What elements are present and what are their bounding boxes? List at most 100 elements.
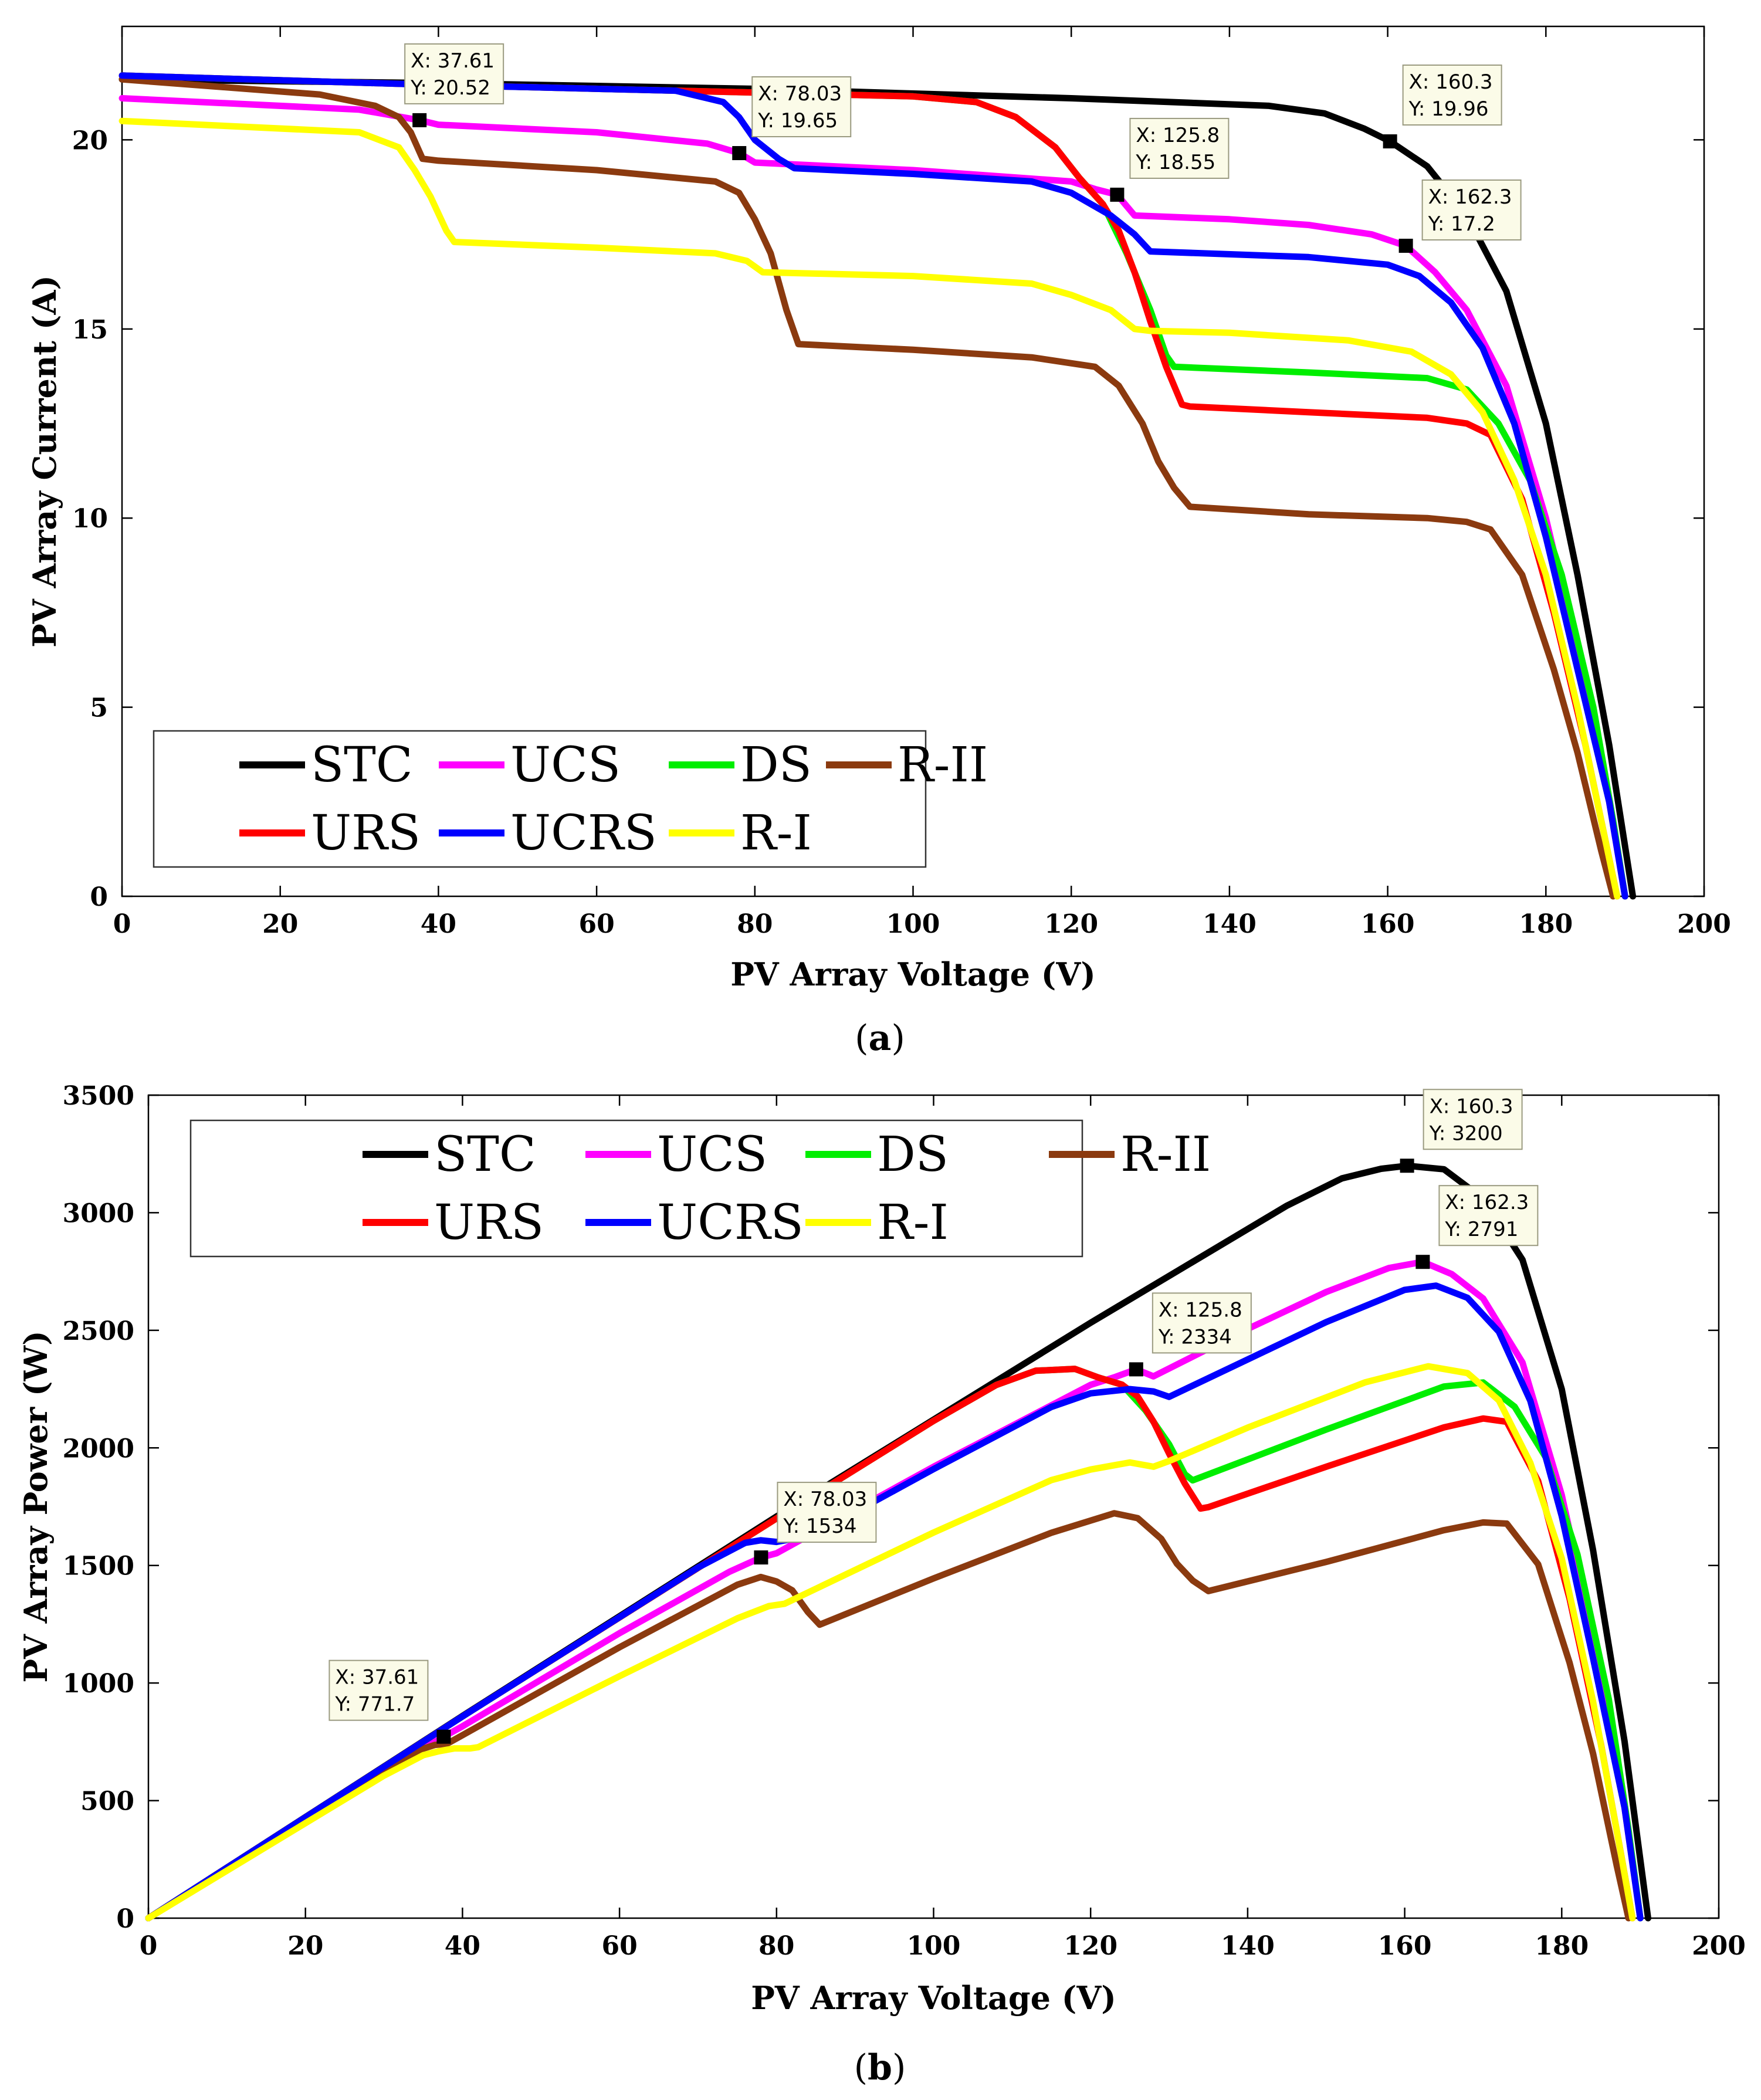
panel-a-x-tick-label: 40 bbox=[421, 909, 456, 939]
panel-b-datatip-y: Y: 771.7 bbox=[334, 1693, 415, 1716]
panel-a-y-tick-label: 20 bbox=[72, 126, 108, 155]
panel-b-legend-label-r-ii: R-II bbox=[1120, 1127, 1211, 1183]
panel-a-x-tick-label: 140 bbox=[1203, 909, 1257, 939]
panel-b-datatip-box bbox=[1152, 1292, 1252, 1354]
panel-a-legend-label-ucs: UCS bbox=[510, 737, 621, 793]
panel-b-x-tick-label: 200 bbox=[1692, 1931, 1746, 1961]
panel-a-datatip-x: X: 37.61 bbox=[411, 49, 495, 73]
panel-b-y-tick-label: 2000 bbox=[63, 1434, 134, 1464]
panel-b-x-axis-title: PV Array Voltage (V) bbox=[751, 1979, 1116, 2017]
panel-a-series-r-i bbox=[118, 117, 1621, 900]
panel-a-datatip-x: X: 78.03 bbox=[758, 82, 842, 106]
panel-a-datatip-y: Y: 19.96 bbox=[1408, 97, 1489, 121]
panel-b-datatip-y: Y: 1534 bbox=[783, 1515, 856, 1538]
panel-b-datatip-y: Y: 2334 bbox=[1158, 1325, 1232, 1349]
panel-b-datatip-x: X: 125.8 bbox=[1159, 1298, 1242, 1322]
panel-b-x-tick-label: 120 bbox=[1064, 1931, 1117, 1961]
panel-b-legend bbox=[189, 1119, 1083, 1258]
panel-a-legend-label-r-i: R-I bbox=[740, 805, 812, 861]
panel-a-x-tick-label: 60 bbox=[578, 909, 614, 939]
panel-a-datatip-box bbox=[1421, 179, 1522, 241]
panel-a-legend bbox=[153, 730, 927, 868]
panel-a-caption: (a) bbox=[855, 1018, 905, 1059]
panel-b-series-r-ii bbox=[145, 1510, 1632, 1922]
panel-b-x-tick-label: 140 bbox=[1221, 1931, 1275, 1961]
panel-a-datatip-marker bbox=[732, 146, 747, 161]
panel-b-y-tick-label: 1000 bbox=[63, 1669, 134, 1699]
panel-b-chart: 0 20 40 60 80 100 120 140 160 180 2000500100015002… bbox=[17, 1081, 1746, 2088]
panel-b-legend-label-ucrs: UCRS bbox=[657, 1195, 804, 1251]
panel-b-legend-label-ds: DS bbox=[877, 1127, 949, 1183]
panel-b-datatip-x: X: 162.3 bbox=[1445, 1191, 1529, 1214]
panel-b-datatip-box bbox=[1438, 1185, 1539, 1247]
panel-a-datatip-x: X: 160.3 bbox=[1409, 70, 1493, 94]
panel-a-x-tick-label: 80 bbox=[737, 909, 773, 939]
panel-b-y-tick-label: 0 bbox=[116, 1904, 134, 1934]
panel-b-datatip-x: X: 37.61 bbox=[335, 1666, 419, 1689]
panel-b-legend-label-r-i: R-I bbox=[877, 1195, 949, 1251]
panel-b-series-ucrs bbox=[145, 1282, 1644, 1922]
panel-a-y-tick-label: 10 bbox=[72, 504, 108, 534]
panel-b-x-tick-label: 60 bbox=[601, 1931, 637, 1961]
panel-a-chart: 0 20 40 60 80 100 120 140 160 180 200 0 5 10 15 20 PV Ar… bbox=[26, 25, 1731, 1059]
panel-b-x-tick-label: 40 bbox=[445, 1931, 480, 1961]
panel-b-y-tick-label: 2500 bbox=[63, 1316, 134, 1346]
panel-b-datatip-marker bbox=[436, 1729, 451, 1744]
panel-a-datatip-y: Y: 19.65 bbox=[757, 109, 838, 133]
panel-b-x-tick-label: 180 bbox=[1535, 1931, 1589, 1961]
panel-a-x-axis-title: PV Array Voltage (V) bbox=[730, 956, 1096, 993]
panel-b-x-tick-label: 100 bbox=[907, 1931, 961, 1961]
panel-a-x-tick-label: 120 bbox=[1044, 909, 1098, 939]
panel-b-datatip-box bbox=[329, 1659, 429, 1721]
panel-a-y-axis-title: PV Array Current (A) bbox=[26, 275, 63, 648]
panel-b-x-tick-label: 160 bbox=[1378, 1931, 1432, 1961]
panel-a-datatip-y: Y: 18.55 bbox=[1135, 151, 1215, 174]
panel-a-y-tick-label: 5 bbox=[90, 693, 108, 723]
panel-a-series-ucrs bbox=[118, 72, 1628, 900]
panel-b-x-tick-label: 80 bbox=[758, 1931, 794, 1961]
panel-a-x-tick-label: 180 bbox=[1519, 909, 1573, 939]
panel-b-datatip-y: Y: 3200 bbox=[1429, 1122, 1503, 1145]
panel-a-x-tick-label: 0 bbox=[113, 909, 131, 939]
panel-b-series-ucs bbox=[145, 1258, 1644, 1922]
panel-b-datatip-marker bbox=[1400, 1159, 1414, 1173]
panel-b-legend-label-urs: URS bbox=[434, 1195, 544, 1251]
panel-a-x-tick-label: 160 bbox=[1361, 909, 1415, 939]
panel-a-datatip-marker bbox=[1383, 134, 1397, 149]
panel-b-legend-label-stc: STC bbox=[434, 1127, 536, 1183]
panel-a-datatip-box bbox=[404, 43, 504, 104]
panel-b-datatip-box bbox=[1423, 1089, 1523, 1150]
panel-b-legend-label-ucs: UCS bbox=[657, 1127, 767, 1183]
panel-a-datatip-x: X: 125.8 bbox=[1136, 124, 1220, 147]
panel-a-x-tick-label: 100 bbox=[886, 909, 940, 939]
panel-a-y-tick-label: 0 bbox=[90, 882, 108, 912]
panel-a-legend-label-ds: DS bbox=[740, 737, 812, 793]
panel-b-y-tick-label: 500 bbox=[80, 1787, 134, 1817]
panel-b-caption: (b) bbox=[854, 2047, 906, 2088]
panel-b-y-axis-title: PV Array Power (W) bbox=[17, 1330, 55, 1682]
panel-b-datatip-marker bbox=[754, 1550, 768, 1565]
panel-a-datatip-x: X: 162.3 bbox=[1428, 185, 1512, 209]
panel-a-legend-label-ucrs: UCRS bbox=[510, 805, 657, 861]
panel-b-series-r-i bbox=[145, 1363, 1636, 1922]
panel-a-legend-label-r-ii: R-II bbox=[898, 737, 988, 793]
panel-a-y-tick-label: 15 bbox=[72, 315, 108, 345]
panel-a-datatip-marker bbox=[1398, 238, 1413, 253]
panel-a-datatip-marker bbox=[1110, 187, 1125, 202]
panel-a-datatip-box bbox=[751, 76, 852, 138]
panel-a-datatip-y: Y: 17.2 bbox=[1428, 212, 1495, 236]
panel-b-datatip-marker bbox=[1129, 1362, 1143, 1377]
panel-a-x-tick-label: 200 bbox=[1677, 909, 1731, 939]
panel-b-datatip-marker bbox=[1415, 1255, 1430, 1269]
panel-b-datatip-x: X: 160.3 bbox=[1430, 1095, 1513, 1118]
panel-b-y-tick-label: 3000 bbox=[63, 1198, 134, 1228]
panel-a-legend-label-urs: URS bbox=[311, 805, 421, 861]
panel-a-legend-label-stc: STC bbox=[311, 737, 413, 793]
panel-b-datatip-box bbox=[777, 1482, 877, 1543]
panel-b-x-tick-label: 0 bbox=[140, 1931, 158, 1961]
panel-a-x-tick-label: 20 bbox=[262, 909, 298, 939]
panel-a-series-r-ii bbox=[118, 76, 1617, 900]
panel-b-datatip-y: Y: 2791 bbox=[1444, 1218, 1518, 1241]
panel-b-datatip-x: X: 78.03 bbox=[783, 1488, 867, 1511]
